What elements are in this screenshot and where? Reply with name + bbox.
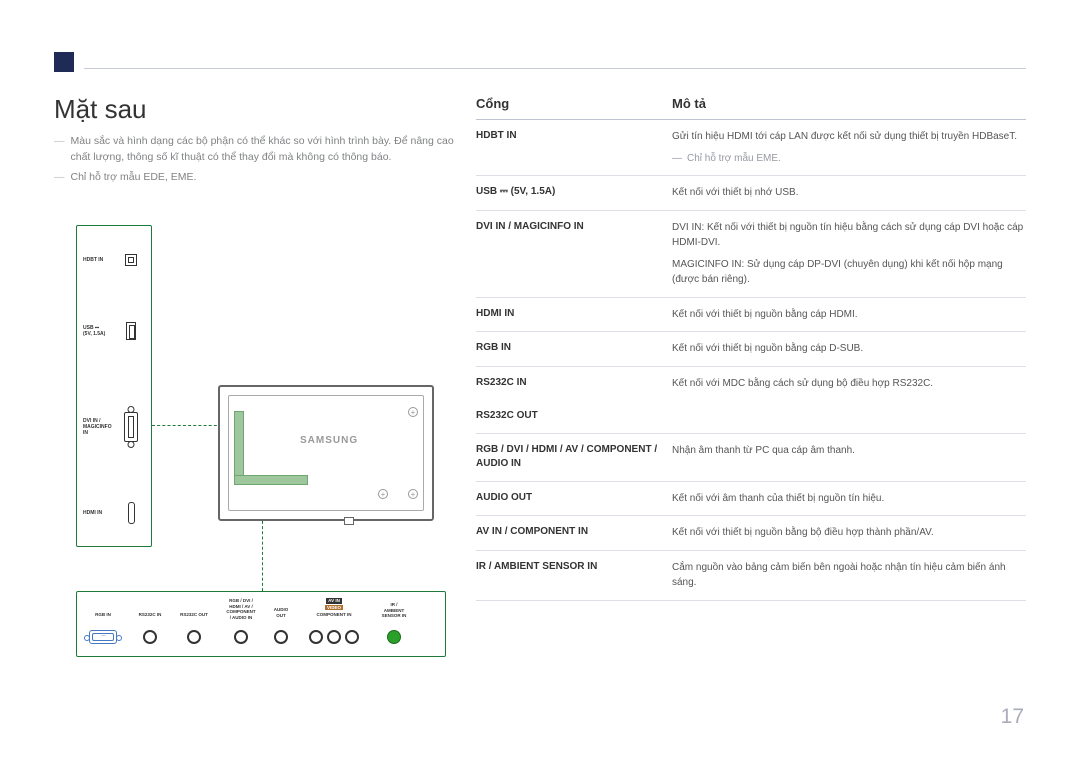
port-bracket-icon bbox=[234, 475, 308, 485]
table-row: RGB INKết nối với thiết bị nguồn bằng cá… bbox=[476, 332, 1026, 367]
top-rule bbox=[84, 68, 1026, 69]
dvi-port-icon bbox=[124, 412, 138, 442]
table-row: AV IN / COMPONENT INKết nối với thiết bị… bbox=[476, 516, 1026, 551]
port-label: RGB IN bbox=[77, 598, 129, 620]
dsub-port-icon bbox=[89, 630, 117, 644]
hport-labels-row: RGB IN RS232C IN RS232C OUT RGB / DVI / … bbox=[77, 598, 445, 620]
dash-icon: ― bbox=[672, 151, 682, 167]
jack-port-icon bbox=[187, 630, 201, 644]
header-accent-block bbox=[54, 52, 74, 72]
table-row: RS232C INKết nối với MDC bằng cách sử dụ… bbox=[476, 367, 1026, 401]
port-name-cell: AUDIO OUT bbox=[476, 491, 672, 507]
port-desc-cell: Kết nối với thiết bị nguồn bằng cáp HDMI… bbox=[672, 307, 1026, 323]
port-name-cell: AV IN / COMPONENT IN bbox=[476, 525, 672, 541]
table-row: RGB / DVI / HDMI / AV / COMPONENT / AUDI… bbox=[476, 434, 1026, 482]
port-desc-cell: Cắm nguồn vào bảng cảm biến bên ngoài ho… bbox=[672, 560, 1026, 591]
table-row: HDMI INKết nối với thiết bị nguồn bằng c… bbox=[476, 298, 1026, 333]
vport-row: DVI IN / MAGICINFO IN bbox=[77, 412, 151, 442]
jack-port-icon bbox=[234, 630, 248, 644]
horizontal-port-panel: RGB IN RS232C IN RS232C OUT RGB / DVI / … bbox=[76, 591, 446, 657]
port-desc-cell: Kết nối với MDC bằng cách sử dụng bộ điề… bbox=[672, 376, 1026, 392]
port-desc-cell: Kết nối với thiết bị nguồn bằng bộ điều … bbox=[672, 525, 1026, 541]
notes-block: ― Màu sắc và hình dạng các bộ phận có th… bbox=[54, 134, 454, 189]
hdbt-port-icon bbox=[125, 254, 137, 266]
jack-port-icon bbox=[309, 630, 323, 644]
table-row: USB ⎓ (5V, 1.5A)Kết nối với thiết bị nhớ… bbox=[476, 176, 1026, 211]
vport-row: HDMI IN bbox=[77, 502, 151, 524]
col-head-port: Cổng bbox=[476, 96, 672, 111]
port-name-cell: RGB IN bbox=[476, 341, 672, 357]
connector-dash bbox=[262, 521, 263, 591]
table-row: AUDIO OUTKết nối với âm thanh của thiết … bbox=[476, 482, 1026, 517]
page-title: Mặt sau bbox=[54, 94, 147, 125]
port-name-cell: HDBT IN bbox=[476, 129, 672, 166]
jack-port-icon bbox=[345, 630, 359, 644]
table-row: DVI IN / MAGICINFO INDVI IN: Kết nối với… bbox=[476, 211, 1026, 298]
vport-row: HDBT IN bbox=[77, 254, 151, 266]
video-badge: VIDEO bbox=[325, 605, 343, 611]
ports-table: Cổng Mô tả HDBT INGửi tín hiệu HDMI tới … bbox=[476, 96, 1026, 601]
page-number: 17 bbox=[1001, 705, 1024, 729]
power-plug-icon bbox=[344, 517, 354, 525]
port-label: RGB / DVI / HDMI / AV / COMPONENT / AUDI… bbox=[217, 598, 265, 620]
connector-dash bbox=[152, 425, 222, 426]
screw-icon bbox=[408, 407, 418, 417]
hdmi-port-icon bbox=[128, 502, 135, 524]
note-item: ― Màu sắc và hình dạng các bộ phận có th… bbox=[54, 134, 454, 166]
port-name-cell: USB ⎓ (5V, 1.5A) bbox=[476, 185, 672, 201]
port-label: IR / AMBIENT SENSOR IN bbox=[371, 598, 417, 620]
port-desc-cell: Kết nối với âm thanh của thiết bị nguồn … bbox=[672, 491, 1026, 507]
jack-port-icon bbox=[274, 630, 288, 644]
port-name-cell: HDMI IN bbox=[476, 307, 672, 323]
screw-icon bbox=[408, 489, 418, 499]
port-label: USB ⎓ (5V, 1.5A) bbox=[77, 325, 111, 337]
vertical-port-panel: HDBT IN USB ⎓ (5V, 1.5A) DVI IN / MAGICI… bbox=[76, 225, 152, 547]
port-desc-cell: DVI IN: Kết nối với thiết bị nguồn tín h… bbox=[672, 220, 1026, 288]
monitor-inner bbox=[228, 395, 424, 511]
port-label: HDBT IN bbox=[77, 257, 111, 263]
table-row: RS232C OUT bbox=[476, 400, 1026, 434]
dash-icon: ― bbox=[54, 170, 65, 186]
table-row: IR / AMBIENT SENSOR INCắm nguồn vào bảng… bbox=[476, 551, 1026, 601]
port-label: HDMI IN bbox=[77, 510, 111, 516]
port-name-cell: IR / AMBIENT SENSOR IN bbox=[476, 560, 672, 591]
table-head: Cổng Mô tả bbox=[476, 96, 1026, 120]
port-bracket-icon bbox=[234, 411, 244, 485]
port-name-cell: RS232C OUT bbox=[476, 409, 672, 424]
port-name-cell: DVI IN / MAGICINFO IN bbox=[476, 220, 672, 288]
port-name-cell: RS232C IN bbox=[476, 376, 672, 392]
port-label: DVI IN / MAGICINFO IN bbox=[77, 418, 111, 436]
port-note: ―Chỉ hỗ trợ mẫu EME. bbox=[672, 151, 1026, 167]
port-name-cell: RGB / DVI / HDMI / AV / COMPONENT / AUDI… bbox=[476, 443, 672, 472]
dash-icon: ― bbox=[54, 134, 65, 166]
brand-logo: SAMSUNG bbox=[300, 435, 358, 446]
port-desc-cell: Nhận âm thanh từ PC qua cáp âm thanh. bbox=[672, 443, 1026, 472]
usb-port-icon bbox=[126, 322, 136, 340]
monitor-back: SAMSUNG bbox=[218, 385, 434, 521]
note-text: Màu sắc và hình dạng các bộ phận có thể … bbox=[71, 134, 455, 166]
port-label-group: AV IN VIDEO COMPONENT IN bbox=[297, 598, 371, 620]
avin-badge: AV IN bbox=[326, 598, 342, 604]
hport-shapes-row bbox=[77, 626, 445, 648]
jack-port-icon bbox=[327, 630, 341, 644]
port-desc-cell: Kết nối với thiết bị nguồn bằng cáp D-SU… bbox=[672, 341, 1026, 357]
ir-sensor-port-icon bbox=[387, 630, 401, 644]
port-label: RS232C IN bbox=[129, 598, 171, 620]
port-label: COMPONENT IN bbox=[297, 612, 371, 618]
col-head-desc: Mô tả bbox=[672, 96, 1026, 111]
table-row: HDBT INGửi tín hiệu HDMI tới cáp LAN đượ… bbox=[476, 120, 1026, 176]
port-label: AUDIO OUT bbox=[265, 598, 297, 620]
note-item: ― Chỉ hỗ trợ mẫu EDE, EME. bbox=[54, 170, 454, 186]
port-desc-cell: Kết nối với thiết bị nhớ USB. bbox=[672, 185, 1026, 201]
port-desc-cell bbox=[672, 409, 1026, 424]
port-desc-cell: Gửi tín hiệu HDMI tới cáp LAN được kết n… bbox=[672, 129, 1026, 166]
vport-row: USB ⎓ (5V, 1.5A) bbox=[77, 322, 151, 340]
note-text: Chỉ hỗ trợ mẫu EDE, EME. bbox=[71, 170, 197, 186]
screw-icon bbox=[378, 489, 388, 499]
port-label: RS232C OUT bbox=[171, 598, 217, 620]
jack-port-icon bbox=[143, 630, 157, 644]
